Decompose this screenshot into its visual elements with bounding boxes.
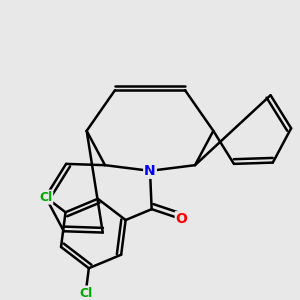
Text: Cl: Cl bbox=[79, 286, 92, 299]
Text: O: O bbox=[176, 212, 188, 226]
Text: N: N bbox=[144, 164, 156, 178]
Text: Cl: Cl bbox=[39, 190, 52, 204]
